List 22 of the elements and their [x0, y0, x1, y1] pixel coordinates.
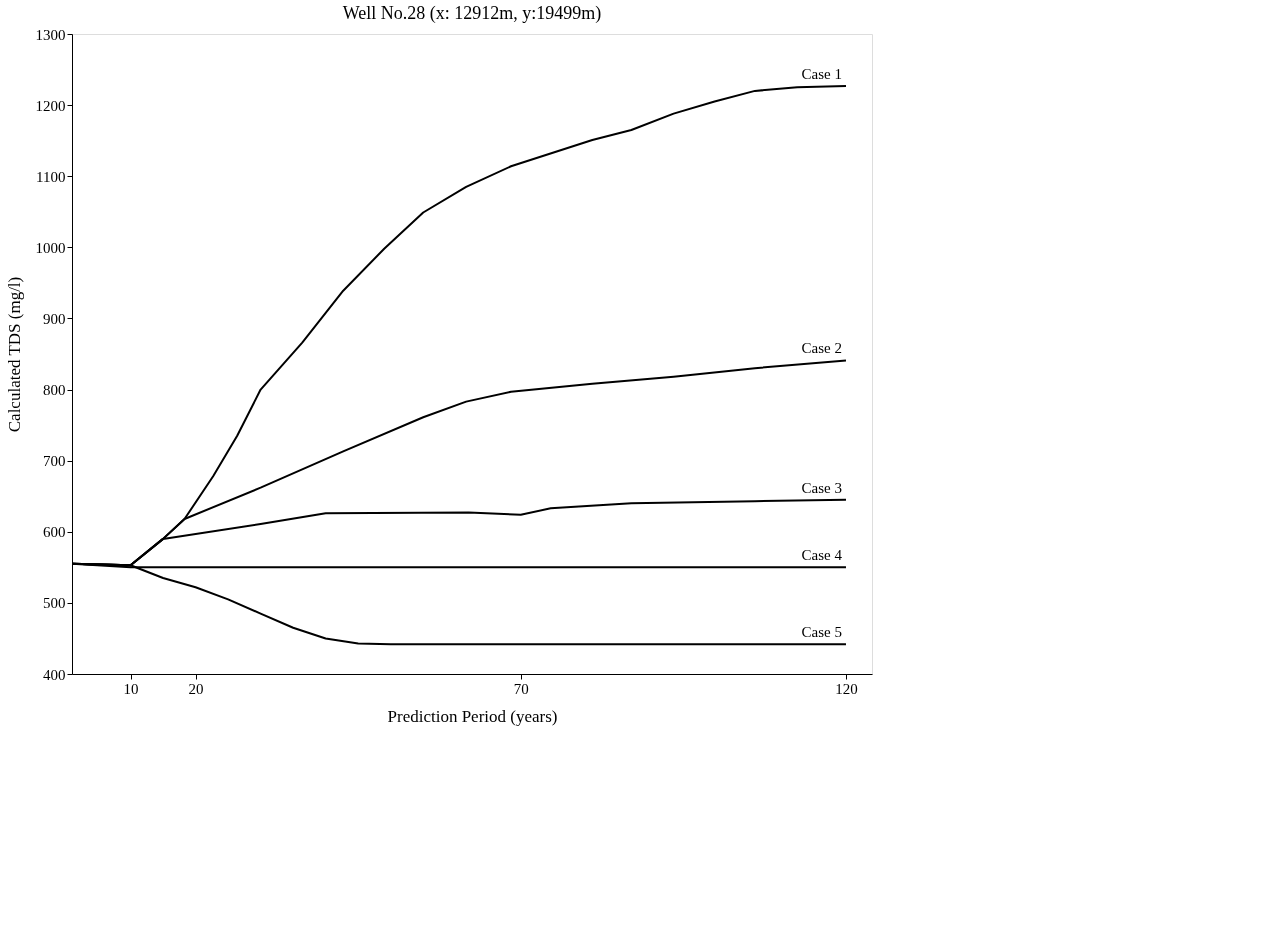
x-tick-label: 10	[123, 680, 139, 697]
y-tick-label: 600	[43, 524, 66, 541]
y-tick-label: 700	[43, 453, 66, 470]
x-tick-label: 20	[188, 680, 204, 697]
y-tick-label: 1300	[35, 26, 66, 43]
x-tick-label: 70	[513, 680, 529, 697]
series-label: Case 4	[801, 547, 843, 564]
y-tick-label: 900	[43, 310, 66, 327]
series-label: Case 3	[801, 479, 842, 496]
y-axis-title: Calculated TDS (mg/l)	[4, 276, 24, 433]
x-axis-title: Prediction Period (years)	[387, 706, 558, 726]
y-tick-label: 800	[43, 382, 66, 399]
chart-title: Well No.28 (x: 12912m, y:19499m)	[342, 3, 602, 24]
series-label: Case 5	[801, 624, 842, 641]
y-tick-label: 1000	[35, 239, 66, 256]
y-tick-label: 500	[43, 595, 66, 612]
x-tick-label: 120	[835, 680, 858, 697]
series-label: Case 2	[801, 340, 842, 357]
y-tick-label: 400	[43, 666, 66, 683]
y-tick-label: 1100	[36, 168, 66, 185]
y-tick-label: 1200	[35, 97, 66, 114]
series-label: Case 1	[801, 65, 842, 82]
